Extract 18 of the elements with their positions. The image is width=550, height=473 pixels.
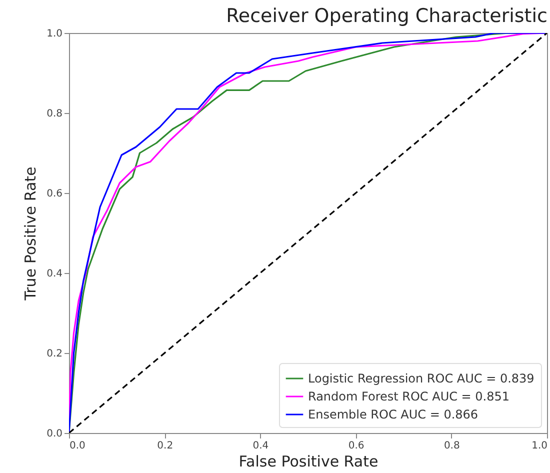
x-tick-label: 0.0 [70,440,86,452]
x-tick-label: 0.2 [157,440,174,452]
x-tick-label: 0.4 [252,440,269,452]
y-tick-label: 1.0 [46,28,62,40]
y-tick-label: 0.2 [46,348,62,360]
y-tick-label: 0.0 [46,428,62,440]
chart-title: Receiver Operating Characteristic [226,5,548,27]
x-tick-label: 0.6 [348,440,364,452]
legend-label: Ensemble ROC AUC = 0.866 [308,408,478,422]
y-axis-title: True Positive Rate [22,166,40,302]
y-tick-label: 0.8 [46,108,62,120]
y-tick-label: 0.4 [46,268,62,280]
legend-label: Logistic Regression ROC AUC = 0.839 [308,372,534,386]
x-tick-label: 1.0 [532,440,548,452]
legend-label: Random Forest ROC AUC = 0.851 [308,390,510,404]
x-tick-label: 0.8 [444,440,460,452]
y-tick-label: 0.6 [46,188,62,200]
x-axis-title: False Positive Rate [238,452,378,470]
